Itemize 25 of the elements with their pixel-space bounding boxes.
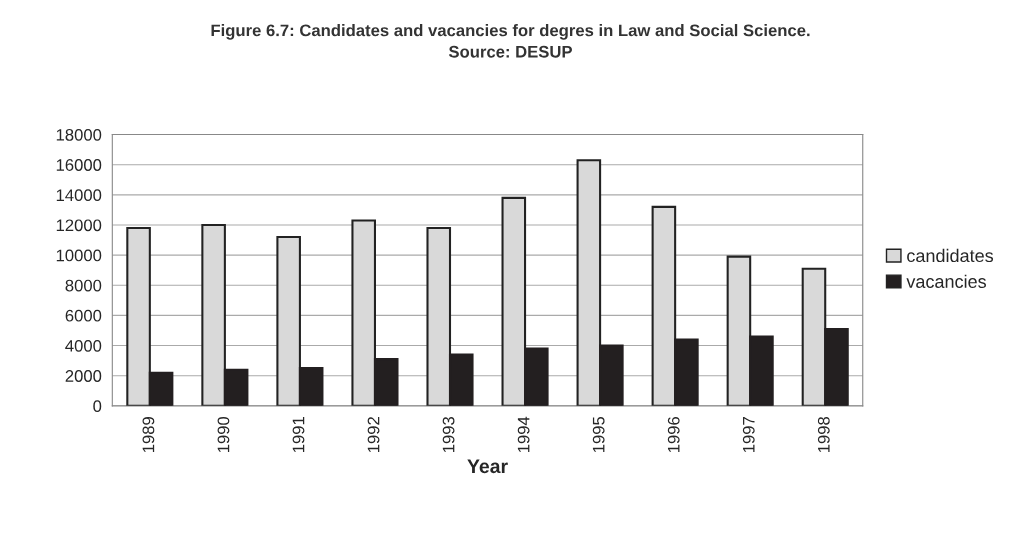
y-tick-label: 2000 [65, 370, 102, 382]
y-tick-label: 10000 [56, 249, 102, 262]
x-tick-label: 1993 [442, 416, 455, 453]
x-tick-label: 1998 [817, 416, 830, 453]
x-tick-label: 1992 [367, 417, 380, 453]
x-axis-title: Year [467, 459, 508, 474]
chart-subtitle: Source: DESUP [448, 45, 572, 58]
legend-label: vacancies [906, 274, 986, 288]
y-tick-label: 4000 [65, 339, 102, 352]
x-tick-label: 1994 [517, 416, 530, 453]
x-tick-label: 1991 [292, 417, 305, 453]
x-tick-label: 1997 [742, 417, 755, 453]
chart-title: Figure 6.7: Candidates and vacancies for degres in Law and Social Science. [211, 24, 810, 40]
x-tick-label: 1995 [592, 416, 605, 453]
y-tick-label: 6000 [65, 309, 102, 322]
y-tick-label: 18000 [56, 128, 102, 141]
x-tick-label: 1989 [142, 417, 155, 453]
y-tick-label: 12000 [56, 219, 102, 232]
y-tick-label: 14000 [56, 189, 102, 202]
x-tick-label: 1996 [667, 416, 680, 453]
legend-label: candidates [907, 248, 994, 263]
y-tick-label: 16000 [56, 159, 102, 171]
y-tick-label: 8000 [65, 279, 102, 292]
y-tick-label: 0 [93, 400, 102, 413]
x-tick-label: 1990 [217, 416, 230, 453]
